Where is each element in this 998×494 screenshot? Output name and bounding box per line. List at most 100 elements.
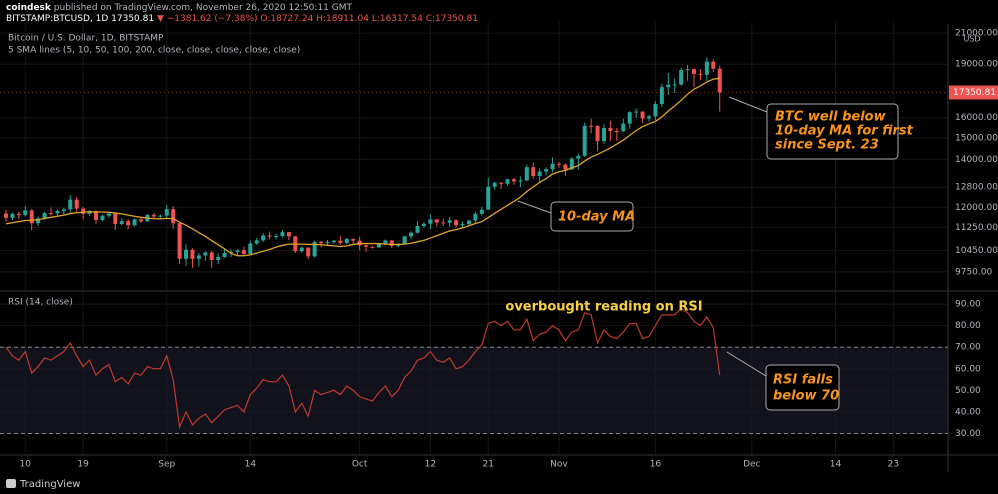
y-tick-label: 90.00 <box>955 300 981 310</box>
candle-body <box>614 131 619 133</box>
candle-body <box>113 213 118 225</box>
candle-body <box>659 87 664 105</box>
candle-body <box>569 158 574 170</box>
close: C:17350.81 <box>426 14 478 24</box>
candle-body <box>87 210 92 214</box>
candle-body <box>299 247 304 252</box>
candle-body <box>241 250 246 254</box>
candle-body <box>209 252 214 261</box>
high: H:18911.04 <box>316 14 369 24</box>
candle-body <box>319 241 324 244</box>
candle-body <box>460 224 465 226</box>
last-price-label: 17350.81 <box>953 88 996 98</box>
candle-body <box>589 125 594 127</box>
candle-body <box>692 69 697 74</box>
callout-leader <box>726 351 767 377</box>
candle-body <box>344 238 349 243</box>
rsi-title: RSI (14, close) <box>8 298 73 308</box>
y-tick-label: 21000.00 <box>955 29 998 39</box>
callout-leader <box>728 96 768 113</box>
callout-box <box>766 103 899 160</box>
y-tick-label: 60.00 <box>955 364 981 374</box>
candle-body <box>383 240 388 244</box>
candle-body <box>608 128 613 132</box>
candle-body <box>351 238 356 241</box>
candle-body <box>531 167 536 176</box>
y-tick-label: 19000.00 <box>955 60 998 70</box>
candle-body <box>492 182 497 187</box>
low: L:16317.54 <box>372 14 423 24</box>
candle-body <box>216 256 221 261</box>
candle-body <box>634 111 639 113</box>
candle-body <box>621 123 626 132</box>
candle-body <box>653 104 658 117</box>
candle-body <box>306 247 311 257</box>
candle-body <box>434 219 439 223</box>
x-tick-label: 19 <box>77 460 89 470</box>
candle-body <box>704 61 709 75</box>
x-tick-label: 21 <box>483 460 494 470</box>
rsi-line <box>5 307 721 430</box>
candle-body <box>331 240 336 243</box>
candle-body <box>10 213 15 218</box>
candle-body <box>479 209 484 214</box>
candle-body <box>23 210 28 216</box>
open: O:18727.24 <box>260 14 313 24</box>
y-unit: USD <box>963 35 980 44</box>
candle-body <box>55 210 60 214</box>
symbol: BITSTAMP:BTCUSD, 1D <box>6 14 108 24</box>
candle-body <box>100 215 105 220</box>
candle-body <box>139 219 144 222</box>
price-title: Bitcoin / U.S. Dollar, 1D, BITSTAMP <box>8 34 164 44</box>
y-tick-label: 12800.00 <box>955 183 998 193</box>
candle-body <box>177 223 182 259</box>
candle-body <box>364 245 369 247</box>
callout-text: 10-day MA for first <box>775 124 914 139</box>
y-tick-label: 40.00 <box>955 407 981 417</box>
candle-body <box>248 243 253 254</box>
x-tick-label: 16 <box>650 460 662 470</box>
candle-body <box>274 236 279 238</box>
candle-body <box>325 242 330 244</box>
candle-body <box>29 210 34 224</box>
candle-body <box>544 169 549 172</box>
candle-body <box>499 182 504 184</box>
candle-body <box>627 112 632 124</box>
candle-body <box>81 208 86 214</box>
y-tick-label: 11250.00 <box>955 223 998 233</box>
candle-body <box>132 219 137 226</box>
candle-body <box>196 255 201 259</box>
candle-body <box>556 163 561 165</box>
brand: TradingView <box>19 479 80 490</box>
candle-body <box>595 126 600 142</box>
candle-body <box>126 221 131 226</box>
candle-body <box>563 164 568 170</box>
candle-body <box>698 73 703 75</box>
candle-body <box>537 171 542 176</box>
y-tick-label: 16000.00 <box>955 113 998 123</box>
candle-body <box>640 111 645 119</box>
x-tick-label: 14 <box>830 460 842 470</box>
candle-body <box>486 186 491 210</box>
y-tick-label: 50.00 <box>955 386 981 396</box>
candle-body <box>376 243 381 248</box>
annotation: overbought reading on RSI <box>505 300 702 315</box>
footer <box>0 474 998 494</box>
candle-body <box>466 220 471 225</box>
callout-text: BTC well below <box>775 110 887 125</box>
callout-leader <box>517 200 552 214</box>
candle-body <box>505 179 510 184</box>
candle-body <box>171 209 176 224</box>
candle-body <box>511 179 516 182</box>
candle-body <box>222 253 227 257</box>
candle-body <box>409 232 414 237</box>
candle-body <box>158 215 163 217</box>
candle-body <box>338 240 343 243</box>
candle-body <box>3 213 8 218</box>
x-tick-label: Oct <box>352 460 368 470</box>
y-tick-label: 12000.00 <box>955 203 998 213</box>
x-tick-label: 14 <box>245 460 257 470</box>
logo <box>6 479 16 488</box>
callout-text: 10-day MA <box>558 210 635 225</box>
